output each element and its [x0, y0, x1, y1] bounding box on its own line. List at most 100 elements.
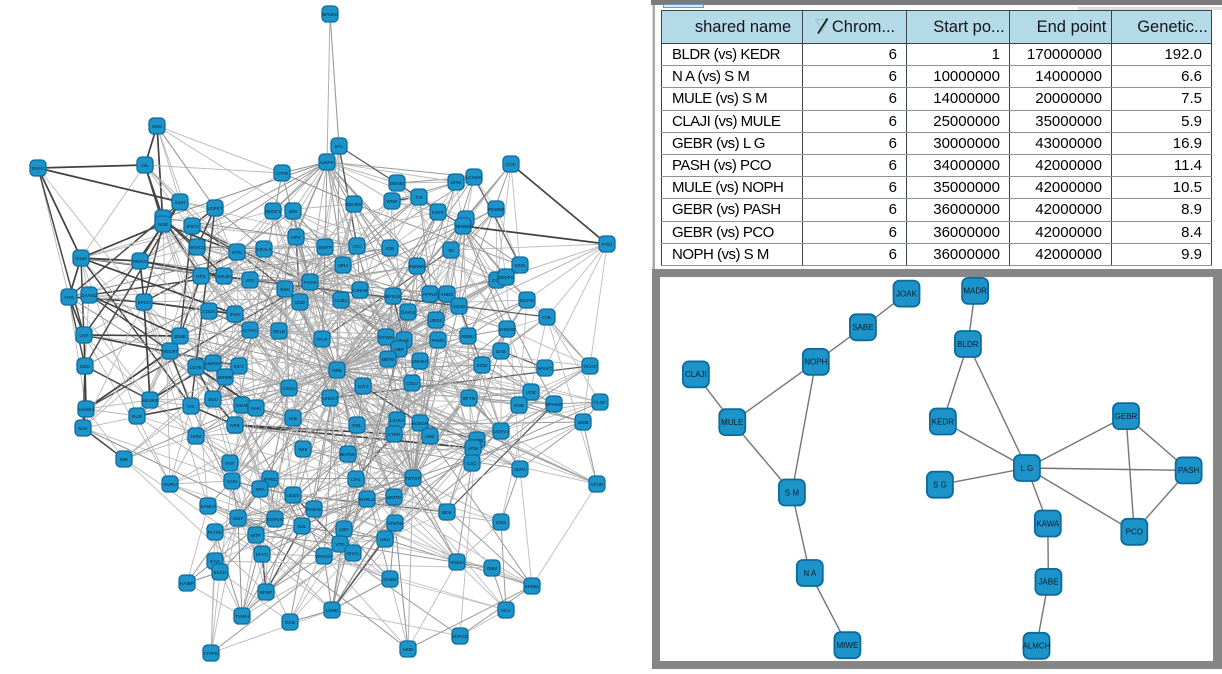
svg-text:FHT: FHT	[226, 461, 235, 466]
svg-text:ESK: ESK	[280, 287, 290, 292]
svg-text:EDRLC: EDRLC	[359, 497, 375, 502]
svg-text:FLGF: FLGF	[594, 400, 606, 405]
svg-text:VFUN: VFUN	[591, 482, 604, 487]
svg-text:BHTML: BHTML	[340, 452, 356, 457]
svg-text:JFPBC: JFPBC	[263, 477, 278, 482]
svg-text:LCSMG: LCSMG	[466, 175, 483, 180]
svg-text:GJTJ: GJTJ	[358, 384, 369, 389]
svg-text:DBM: DBM	[487, 566, 497, 571]
svg-text:LVAKA: LVAKA	[390, 418, 405, 423]
svg-text:TVWH: TVWH	[235, 614, 249, 619]
svg-text:OCB: OCB	[285, 620, 295, 625]
svg-text:WMP: WMP	[386, 199, 397, 204]
svg-text:CDDK: CDDK	[202, 309, 216, 314]
svg-text:JJTIR: JJTIR	[276, 171, 289, 176]
svg-text:TFLF: TFLF	[317, 337, 328, 342]
svg-text:JKEF: JKEF	[232, 516, 243, 521]
svg-text:IUSFK: IUSFK	[320, 160, 334, 165]
svg-text:DTWD: DTWD	[379, 335, 393, 340]
svg-text:CTDR: CTDR	[388, 432, 401, 437]
svg-text:WECRT: WECRT	[162, 349, 179, 354]
svg-text:ATC: ATC	[353, 244, 363, 249]
svg-text:KEDR: KEDR	[932, 417, 954, 426]
svg-text:NPB: NPB	[230, 423, 239, 428]
svg-text:HNVCD: HNVCD	[189, 245, 206, 250]
svg-text:MJDGR: MJDGR	[412, 421, 429, 426]
svg-text:EKCH: EKCH	[214, 570, 227, 575]
svg-text:DVHJ: DVHJ	[32, 166, 44, 171]
svg-text:EPCH: EPCH	[138, 300, 151, 305]
svg-text:NVPVK: NVPVK	[267, 517, 284, 522]
svg-text:IOEB: IOEB	[578, 420, 589, 425]
svg-text:CGE: CGE	[492, 278, 502, 283]
svg-text:DED: DED	[80, 364, 90, 369]
svg-text:UKU: UKU	[380, 537, 390, 542]
svg-text:FBMVJ: FBMVJ	[132, 259, 147, 264]
svg-text:DABM: DABM	[383, 577, 396, 582]
svg-text:S G: S G	[933, 481, 947, 490]
svg-text:GOJO: GOJO	[452, 304, 465, 309]
svg-text:VOE: VOE	[526, 390, 536, 395]
svg-text:EGM: EGM	[477, 363, 488, 368]
svg-text:L G: L G	[1021, 464, 1034, 473]
svg-text:DRWB: DRWB	[218, 375, 232, 380]
svg-text:KFM: KFM	[468, 446, 478, 451]
svg-text:NGE: NGE	[158, 222, 168, 227]
svg-text:KICT: KICT	[234, 364, 245, 369]
svg-text:KDB: KDB	[514, 403, 523, 408]
svg-text:RNL: RNL	[352, 423, 362, 428]
svg-text:GPIK: GPIK	[451, 180, 463, 185]
svg-text:ODH: ODH	[175, 200, 185, 205]
svg-text:BFTN: BFTN	[463, 396, 475, 401]
svg-text:NOPH: NOPH	[804, 358, 827, 367]
svg-text:WMTD: WMTD	[387, 495, 402, 500]
svg-text:SPEBL: SPEBL	[525, 584, 540, 589]
svg-text:SIWJJ: SIWJJ	[450, 560, 463, 565]
svg-text:GVRH: GVRH	[163, 482, 176, 487]
svg-text:RNNMC: RNNMC	[408, 264, 426, 269]
svg-text:WFDAE: WFDAE	[385, 294, 402, 299]
svg-text:UHOLT: UHOLT	[322, 396, 337, 401]
svg-text:CSOA: CSOA	[282, 386, 296, 391]
svg-text:HAIBP: HAIBP	[180, 581, 194, 586]
svg-text:WVVC: WVVC	[538, 366, 552, 371]
svg-text:RAB: RAB	[399, 338, 408, 343]
svg-text:RPA: RPA	[255, 487, 265, 492]
svg-text:NMOCV: NMOCV	[264, 209, 282, 214]
svg-text:CLAJI: CLAJI	[685, 370, 707, 379]
svg-text:AKID: AKID	[403, 647, 414, 652]
svg-text:MRJ: MRJ	[338, 263, 347, 268]
svg-text:HBP: HBP	[394, 347, 403, 352]
svg-text:DAKNI: DAKNI	[401, 310, 415, 315]
svg-text:GHCL: GHCL	[347, 551, 360, 556]
svg-text:CITVC: CITVC	[243, 328, 257, 333]
svg-text:UUPA: UUPA	[514, 467, 527, 472]
svg-text:GNS: GNS	[496, 520, 506, 525]
svg-text:TICAC: TICAC	[583, 364, 597, 369]
svg-text:RBWJ: RBWJ	[461, 334, 474, 339]
svg-text:NFNP: NFNP	[260, 590, 273, 595]
svg-text:JIK: JIK	[448, 248, 456, 253]
svg-text:PLTRK: PLTRK	[208, 530, 223, 535]
svg-text:IFLEI: IFLEI	[230, 312, 241, 317]
svg-text:FOO: FOO	[602, 242, 612, 247]
svg-text:MIWE: MIWE	[837, 641, 859, 650]
svg-text:VNHKH: VNHKH	[412, 359, 428, 364]
svg-text:JCR: JCR	[246, 278, 256, 283]
svg-text:NAH: NAH	[251, 406, 261, 411]
svg-text:VUPGD: VUPGD	[452, 634, 469, 639]
svg-text:IGB: IGB	[386, 246, 394, 251]
svg-text:TVVW: TVVW	[303, 280, 317, 285]
svg-text:COV: COV	[506, 162, 517, 167]
svg-text:BLDR: BLDR	[957, 340, 979, 349]
svg-text:VTD: VTD	[335, 542, 345, 547]
svg-text:LTAL: LTAL	[351, 477, 362, 482]
svg-text:OSG: OSG	[152, 124, 163, 129]
svg-text:MJV: MJV	[78, 426, 88, 431]
svg-text:SUL: SUL	[298, 524, 307, 529]
svg-text:HPV: HPV	[291, 235, 301, 240]
svg-text:GPC: GPC	[196, 274, 207, 279]
svg-text:DEDFO: DEDFO	[498, 275, 515, 280]
svg-text:MADR: MADR	[963, 287, 987, 296]
svg-text:PCO: PCO	[1126, 528, 1143, 537]
